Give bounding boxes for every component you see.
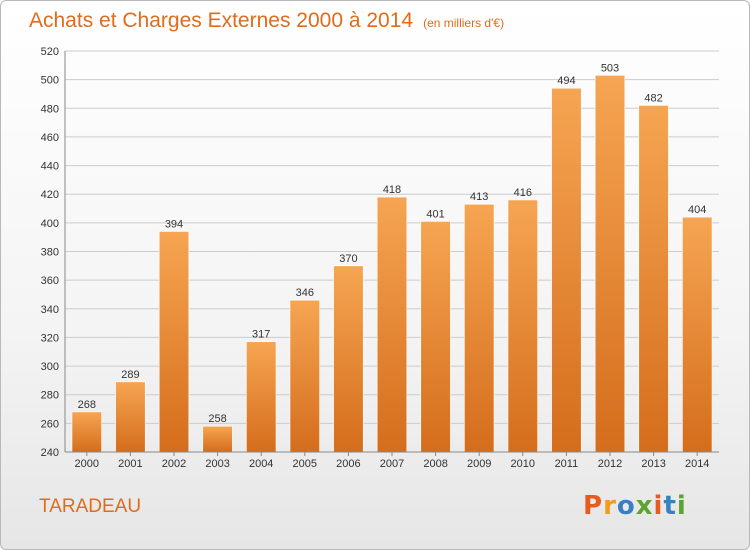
data-label-2004: 317: [252, 329, 270, 341]
x-tick-label-2000: 2000: [75, 458, 99, 470]
y-tick-label: 520: [41, 46, 59, 58]
logo-letter: t: [663, 491, 677, 521]
chart-subtitle: (en milliers d'€): [423, 16, 505, 30]
x-tick-label-2010: 2010: [511, 458, 535, 470]
bar-2006: [333, 265, 364, 453]
y-tick-label: 280: [41, 390, 59, 402]
bar-2010: [507, 199, 538, 453]
x-tick-label-2014: 2014: [685, 458, 709, 470]
x-tick-label-2009: 2009: [467, 458, 491, 470]
y-tick-label: 240: [41, 447, 59, 459]
data-label-2001: 289: [121, 369, 139, 381]
x-tick-label-2002: 2002: [162, 458, 186, 470]
y-tick-label: 320: [41, 332, 59, 344]
logo-letter: r: [603, 491, 617, 521]
bar-2003: [202, 425, 233, 453]
data-label-2002: 394: [165, 218, 183, 230]
y-tick-label: 440: [41, 161, 59, 173]
x-tick-label-2007: 2007: [380, 458, 404, 470]
y-tick-label: 500: [41, 75, 59, 87]
bar-2012: [594, 75, 626, 453]
bar-2004: [246, 341, 277, 453]
data-label-2010: 416: [514, 187, 532, 199]
data-label-2008: 401: [426, 208, 444, 220]
data-label-2007: 418: [383, 184, 401, 196]
bar-2001: [115, 381, 146, 453]
y-tick-label: 260: [41, 418, 59, 430]
chart-title-text: Achats et Charges Externes 2000 à 2014: [29, 9, 414, 32]
bar-2013: [638, 105, 669, 453]
y-tick-label: 360: [41, 275, 59, 287]
data-label-2005: 346: [296, 287, 314, 299]
x-tick-label-2013: 2013: [641, 458, 665, 470]
x-tick-label-2003: 2003: [205, 458, 229, 470]
data-label-2003: 258: [208, 413, 226, 425]
labels: 240 260 280 300 320 340 360 380 400 420 440 460 480 5…: [41, 46, 710, 470]
data-label-2013: 482: [644, 92, 662, 104]
bars: [71, 75, 713, 453]
data-label-2000: 268: [78, 399, 96, 411]
x-tick-label-2008: 2008: [423, 458, 447, 470]
y-tick-label: 420: [41, 189, 59, 201]
bar-2014: [682, 216, 713, 453]
x-tick-label-2012: 2012: [598, 458, 622, 470]
commune-name: TARADEAU: [39, 496, 142, 517]
axes: [64, 51, 719, 456]
x-tick-label-2011: 2011: [555, 458, 579, 470]
logo-letter: i: [676, 491, 687, 521]
logo-letter: i: [653, 491, 664, 521]
logo-letter: x: [635, 491, 654, 521]
bar-2007: [376, 196, 408, 453]
bar-2002: [158, 231, 190, 453]
logo-letter: o: [616, 491, 636, 521]
bar-2008: [420, 221, 451, 453]
y-tick-label: 380: [41, 247, 59, 259]
y-tick-label: 480: [41, 103, 59, 115]
y-tick-label: 300: [41, 361, 59, 373]
x-tick-label-2006: 2006: [336, 458, 360, 470]
bar-2005: [289, 299, 320, 453]
data-label-2011: 494: [557, 75, 575, 87]
y-tick-label: 400: [41, 218, 59, 230]
data-label-2009: 413: [470, 191, 488, 203]
data-label-2006: 370: [339, 253, 357, 265]
proxiti-logo: Proxiti: [583, 491, 687, 521]
bar-2009: [464, 203, 495, 453]
data-label-2014: 404: [688, 204, 706, 216]
x-tick-label-2004: 2004: [249, 458, 273, 470]
bar-2011: [551, 87, 582, 453]
x-tick-label-2005: 2005: [293, 458, 317, 470]
x-tick-label-2001: 2001: [118, 458, 142, 470]
logo-letter: P: [583, 491, 604, 521]
data-label-2012: 503: [601, 62, 619, 74]
y-tick-label: 460: [41, 132, 59, 144]
y-tick-label: 340: [41, 304, 59, 316]
bar-2000: [71, 411, 102, 453]
chart-title: Achats et Charges Externes 2000 à 2014 (e…: [29, 9, 504, 33]
